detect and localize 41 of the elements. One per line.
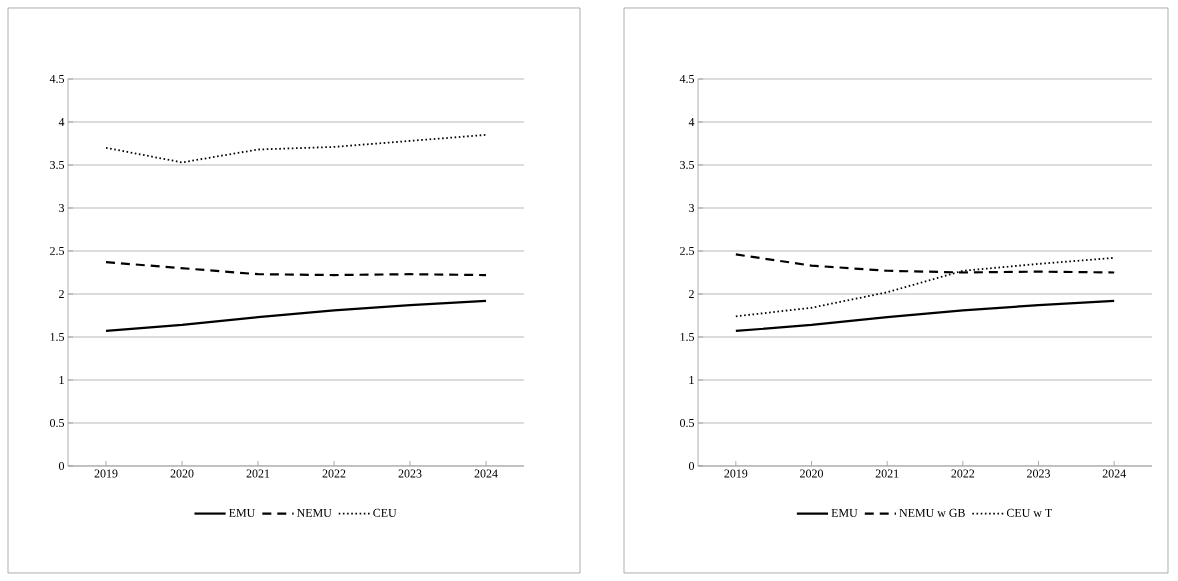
x-tick-label: 2021 [875,469,899,478]
y-tick-label: 1 [689,376,694,384]
y-tick-label: 3.5 [680,160,695,170]
x-tick-label: 2019 [724,469,748,478]
x-tick-label: 2020 [800,469,823,478]
x-tick-label: 2023 [1027,469,1050,478]
x-tick-label: 2024 [1102,469,1126,478]
legend-label: EMU [229,508,256,517]
x-tick-label: 2021 [246,469,270,478]
legend-label: CEU [373,508,397,517]
y-tick-label: 2 [59,290,64,298]
y-tick-label: 0 [688,461,695,471]
y-tick-label: 3 [59,203,65,212]
y-tick-label: 4 [688,118,695,126]
legend-label: NEMU [296,508,332,517]
y-tick-label: 4.5 [679,74,695,84]
x-tick-label: 2019 [94,469,118,478]
x-tick-label: 2024 [474,469,498,478]
x-tick-label: 2022 [951,469,975,478]
y-tick-label: 0.5 [680,418,695,428]
y-tick-label: 2.5 [50,246,65,256]
y-tick-label: 1.5 [50,332,65,342]
legend-label: EMU [831,508,858,517]
y-tick-label: 3 [689,203,695,212]
y-tick-label: 2.5 [680,246,695,256]
y-tick-label: 3.5 [50,160,65,170]
y-tick-label: 4.5 [49,74,65,84]
y-tick-label: 4 [58,118,65,126]
y-tick-label: 0 [58,461,65,471]
y-tick-label: 1.5 [680,332,695,342]
line-series [734,299,1116,333]
legend-label: CEU w T [1006,508,1053,517]
y-tick-label: 2 [689,290,694,298]
line-series [734,256,1116,318]
line-series [104,299,488,333]
legend-label: NEMU w GB [899,508,965,517]
y-tick-label: 0.5 [50,418,65,428]
x-tick-label: 2023 [398,469,422,478]
x-tick-label: 2020 [170,469,194,478]
y-tick-label: 1 [59,376,64,384]
x-tick-label: 2022 [322,469,346,478]
